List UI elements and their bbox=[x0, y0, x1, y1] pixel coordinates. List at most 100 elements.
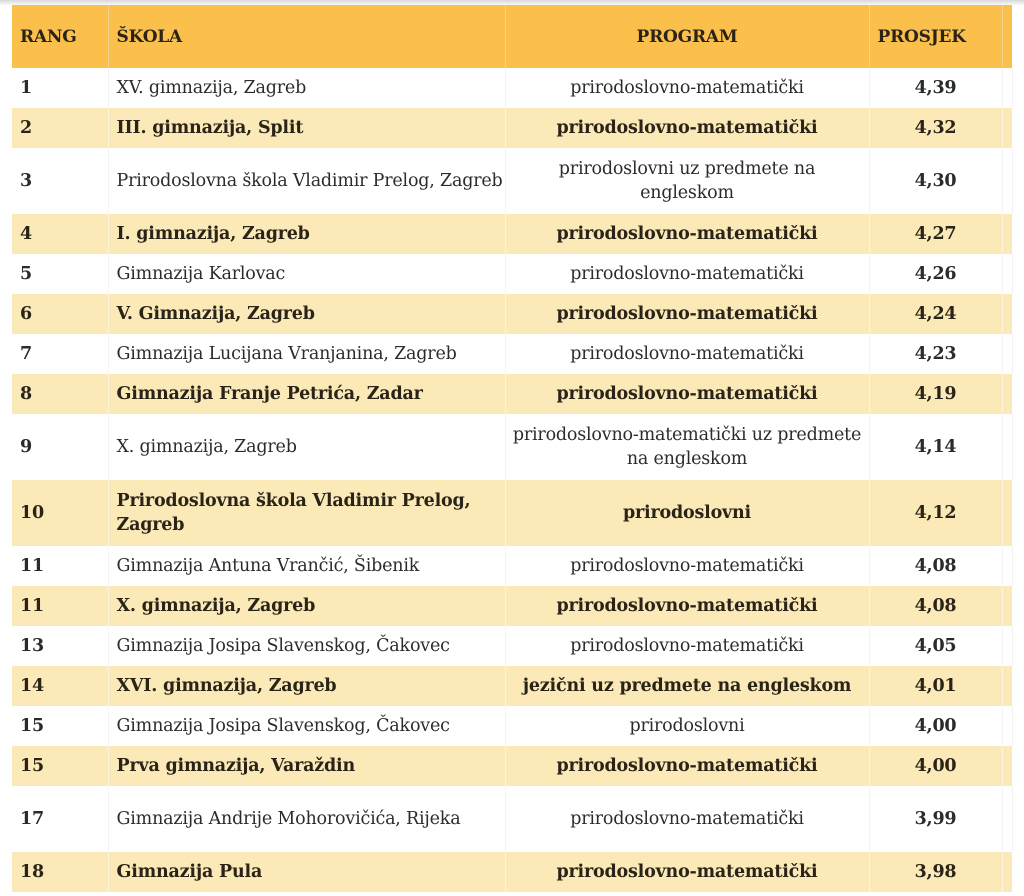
cell-skola: Gimnazija Lucijana Vranjanina, Zagreb bbox=[108, 334, 506, 374]
cell-spacer bbox=[1002, 374, 1012, 414]
cell-prosjek: 4,05 bbox=[869, 626, 1003, 666]
table-row: 3 Prirodoslovna škola Vladimir Prelog, Z… bbox=[12, 148, 1013, 214]
cell-prosjek: 4,14 bbox=[869, 414, 1003, 480]
header-program: PROGRAM bbox=[505, 5, 870, 68]
cell-rang: 11 bbox=[12, 546, 109, 586]
cell-spacer bbox=[1002, 786, 1013, 852]
cell-program: prirodoslovno-matematički bbox=[505, 294, 870, 334]
cell-program: prirodoslovno-matematički bbox=[505, 786, 870, 852]
cell-rang: 14 bbox=[12, 666, 109, 706]
school-ranking-table: RANG ŠKOLA PROGRAM PROSJEK 1 XV. gimnazi… bbox=[12, 5, 1013, 892]
cell-spacer bbox=[1002, 586, 1012, 626]
cell-prosjek: 4,00 bbox=[869, 746, 1003, 786]
cell-skola: Gimnazija Antuna Vrančić, Šibenik bbox=[108, 546, 506, 586]
cell-skola: Gimnazija Pula bbox=[108, 852, 506, 892]
cell-program: prirodoslovno-matematički bbox=[505, 334, 870, 374]
cell-program: prirodoslovno-matematički bbox=[505, 254, 870, 294]
cell-prosjek: 4,39 bbox=[869, 68, 1003, 108]
cell-rang: 8 bbox=[12, 374, 109, 414]
cell-prosjek: 4,30 bbox=[869, 148, 1003, 214]
cell-spacer bbox=[1002, 706, 1013, 746]
cell-prosjek: 4,27 bbox=[869, 214, 1003, 254]
cell-rang: 10 bbox=[12, 480, 109, 546]
cell-skola: I. gimnazija, Zagreb bbox=[108, 214, 506, 254]
cell-prosjek: 4,00 bbox=[869, 706, 1003, 746]
cell-program: prirodoslovno-matematički bbox=[505, 214, 870, 254]
cell-spacer bbox=[1002, 626, 1013, 666]
cell-rang: 4 bbox=[12, 214, 109, 254]
table-row: 1 XV. gimnazija, Zagreb prirodoslovno-ma… bbox=[12, 68, 1013, 108]
table-row: 4 I. gimnazija, Zagreb prirodoslovno-mat… bbox=[12, 214, 1012, 254]
cell-rang: 17 bbox=[12, 786, 109, 852]
cell-prosjek: 4,08 bbox=[869, 546, 1003, 586]
cell-program: prirodoslovni bbox=[505, 706, 870, 746]
cell-prosjek: 4,08 bbox=[869, 586, 1003, 626]
header-prosjek: PROSJEK bbox=[869, 5, 1003, 68]
cell-spacer bbox=[1002, 68, 1013, 108]
cell-spacer bbox=[1002, 108, 1012, 148]
table-row: 11 Gimnazija Antuna Vrančić, Šibenik pri… bbox=[12, 546, 1013, 586]
cell-skola: X. gimnazija, Zagreb bbox=[108, 586, 506, 626]
cell-rang: 1 bbox=[12, 68, 109, 108]
cell-program: jezični uz predmete na engleskom bbox=[505, 666, 870, 706]
table-row: 10 Prirodoslovna škola Vladimir Prelog, … bbox=[12, 480, 1012, 546]
cell-prosjek: 4,24 bbox=[869, 294, 1003, 334]
cell-spacer bbox=[1002, 480, 1012, 546]
cell-skola: Prirodoslovna škola Vladimir Prelog, Zag… bbox=[108, 148, 506, 214]
cell-skola: Gimnazija Andrije Mohorovičića, Rijeka bbox=[108, 786, 506, 852]
cell-skola: Prva gimnazija, Varaždin bbox=[108, 746, 506, 786]
cell-spacer bbox=[1002, 294, 1012, 334]
table-header-row: RANG ŠKOLA PROGRAM PROSJEK bbox=[12, 5, 1012, 68]
cell-spacer bbox=[1002, 746, 1012, 786]
table-row: 8 Gimnazija Franje Petrića, Zadar prirod… bbox=[12, 374, 1012, 414]
cell-spacer bbox=[1002, 546, 1013, 586]
cell-rang: 15 bbox=[12, 746, 109, 786]
cell-spacer bbox=[1002, 414, 1013, 480]
cell-skola: Gimnazija Josipa Slavenskog, Čakovec bbox=[108, 626, 506, 666]
cell-prosjek: 4,01 bbox=[869, 666, 1003, 706]
table-row: 7 Gimnazija Lucijana Vranjanina, Zagreb … bbox=[12, 334, 1013, 374]
cell-skola: Prirodoslovna škola Vladimir Prelog, Zag… bbox=[108, 480, 506, 546]
cell-program: prirodoslovno-matematički bbox=[505, 852, 870, 892]
cell-program: prirodoslovno-matematički bbox=[505, 68, 870, 108]
header-spacer bbox=[1002, 5, 1012, 68]
cell-skola: XVI. gimnazija, Zagreb bbox=[108, 666, 506, 706]
top-shadow bbox=[0, 0, 1024, 6]
cell-rang: 2 bbox=[12, 108, 109, 148]
cell-skola: Gimnazija Josipa Slavenskog, Čakovec bbox=[108, 706, 506, 746]
cell-prosjek: 3,98 bbox=[869, 852, 1003, 892]
cell-program: prirodoslovno-matematički uz predmete na… bbox=[505, 414, 870, 480]
table-row: 14 XVI. gimnazija, Zagreb jezični uz pre… bbox=[12, 666, 1012, 706]
cell-skola: XV. gimnazija, Zagreb bbox=[108, 68, 506, 108]
table-row: 18 Gimnazija Pula prirodoslovno-matemati… bbox=[12, 852, 1012, 892]
cell-program: prirodoslovno-matematički bbox=[505, 746, 870, 786]
cell-program: prirodoslovno-matematički bbox=[505, 586, 870, 626]
cell-prosjek: 4,19 bbox=[869, 374, 1003, 414]
cell-program: prirodoslovno-matematički bbox=[505, 108, 870, 148]
cell-rang: 9 bbox=[12, 414, 109, 480]
cell-skola: Gimnazija Karlovac bbox=[108, 254, 506, 294]
cell-program: prirodoslovni uz predmete na engleskom bbox=[505, 148, 870, 214]
cell-prosjek: 4,23 bbox=[869, 334, 1003, 374]
table-row: 2 III. gimnazija, Split prirodoslovno-ma… bbox=[12, 108, 1012, 148]
cell-skola: V. Gimnazija, Zagreb bbox=[108, 294, 506, 334]
cell-rang: 18 bbox=[12, 852, 109, 892]
cell-spacer bbox=[1002, 214, 1012, 254]
cell-rang: 11 bbox=[12, 586, 109, 626]
cell-rang: 5 bbox=[12, 254, 109, 294]
table-row: 15 Prva gimnazija, Varaždin prirodoslovn… bbox=[12, 746, 1012, 786]
table-row: 13 Gimnazija Josipa Slavenskog, Čakovec … bbox=[12, 626, 1013, 666]
cell-program: prirodoslovno-matematički bbox=[505, 546, 870, 586]
cell-spacer bbox=[1002, 254, 1013, 294]
cell-skola: X. gimnazija, Zagreb bbox=[108, 414, 506, 480]
table-row: 15 Gimnazija Josipa Slavenskog, Čakovec … bbox=[12, 706, 1013, 746]
cell-rang: 7 bbox=[12, 334, 109, 374]
cell-program: prirodoslovni bbox=[505, 480, 870, 546]
table-row: 11 X. gimnazija, Zagreb prirodoslovno-ma… bbox=[12, 586, 1012, 626]
cell-rang: 13 bbox=[12, 626, 109, 666]
cell-spacer bbox=[1002, 852, 1012, 892]
table-row: 9 X. gimnazija, Zagreb prirodoslovno-mat… bbox=[12, 414, 1013, 480]
cell-spacer bbox=[1002, 666, 1012, 706]
cell-skola: III. gimnazija, Split bbox=[108, 108, 506, 148]
cell-spacer bbox=[1002, 148, 1013, 214]
